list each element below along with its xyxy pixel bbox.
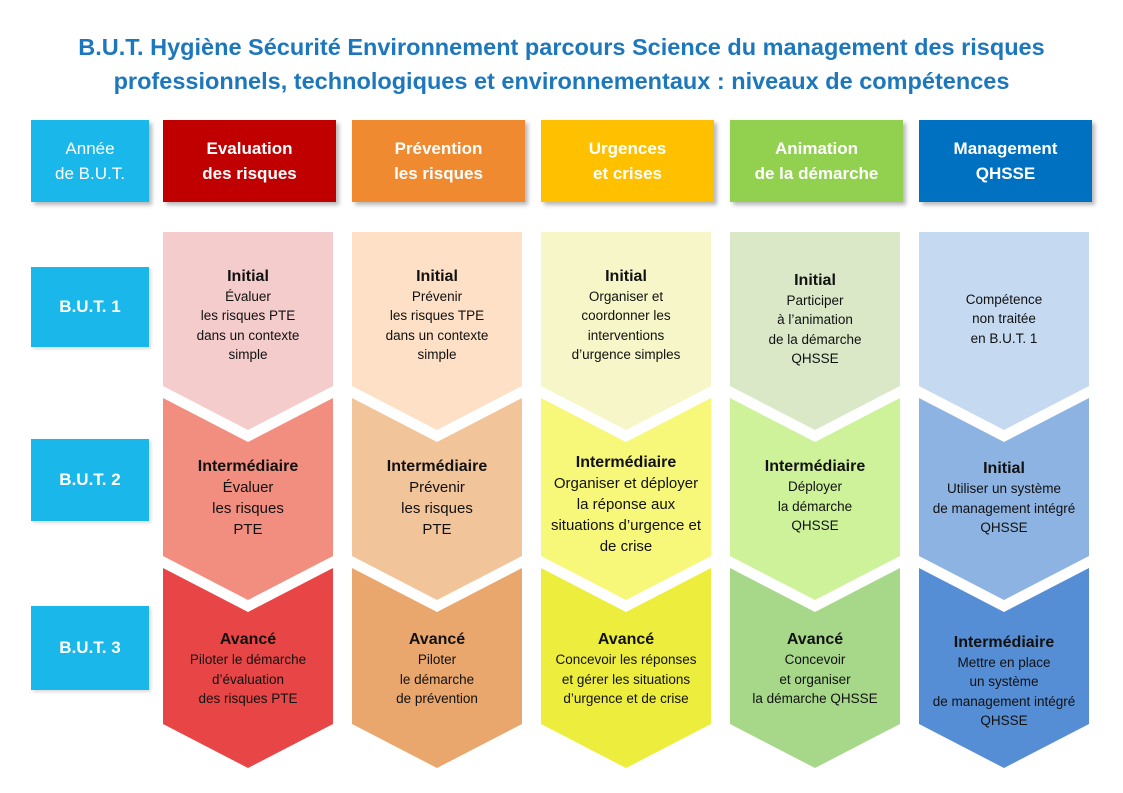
cell-level: Initial xyxy=(416,267,458,285)
row-label-text: B.U.T. 3 xyxy=(59,638,121,657)
chevron-evaluation-but3 xyxy=(163,568,333,768)
cell-level: Initial xyxy=(605,267,647,285)
chevron-animation-but3 xyxy=(730,568,900,768)
row-label-text: B.U.T. 2 xyxy=(59,470,121,489)
cell-description: Prévenir les risques TPE dans un context… xyxy=(385,288,489,363)
cell-description: Évaluer les risques PTE dans un contexte… xyxy=(196,288,300,363)
row-label-but3: B.U.T. 3 xyxy=(31,606,149,690)
diagram-title: B.U.T. Hygiène Sécurité Environnement pa… xyxy=(0,30,1123,98)
chevron-prevention-but2 xyxy=(352,398,522,600)
cell-description: Organiser et coordonner les intervention… xyxy=(571,288,681,363)
year-header-label: Année de B.U.T. xyxy=(55,139,125,183)
cell-evaluation-but3: Avancé Piloter le démarche d’évaluation … xyxy=(165,584,331,754)
column-header-label: Prévention les risques xyxy=(394,139,483,183)
cell-animation-but3: Avancé Concevoir et organiser la démarch… xyxy=(732,584,898,754)
cell-management-but2: Initial Utiliser un système de managemen… xyxy=(921,414,1087,582)
cell-level: Intermédiaire xyxy=(386,458,488,475)
cell-level: Avancé xyxy=(219,631,277,649)
column-header-urgences: Urgences et crises xyxy=(541,120,714,202)
cell-urgences-but3: Avancé Concevoir les réponses et gérer l… xyxy=(543,584,709,754)
cell-urgences-but2: Intermédiaire Organiser et déployer la r… xyxy=(543,420,709,588)
chevron-animation-but1 xyxy=(730,232,900,430)
cell-urgences-but1: Initial Organiser et coordonner les inte… xyxy=(543,232,709,398)
chevron-urgences-but2 xyxy=(541,398,711,600)
column-header-animation: Animation de la démarche xyxy=(730,120,903,202)
cell-description: Évaluer les risques PTE xyxy=(212,479,284,538)
column-header-label: Management QHSSE xyxy=(953,139,1058,183)
cell-level: Avancé xyxy=(786,631,844,649)
cell-level: Initial xyxy=(794,271,836,289)
column-header-label: Evaluation des risques xyxy=(202,139,297,183)
column-header-evaluation: Evaluation des risques xyxy=(163,120,336,202)
chevron-urgences-but1 xyxy=(541,232,711,430)
chevron-prevention-but3 xyxy=(352,568,522,768)
chevron-evaluation-but1 xyxy=(163,232,333,430)
cell-description: Piloter le démarche d’évaluation des ris… xyxy=(189,652,307,707)
column-header-management: Management QHSSE xyxy=(919,120,1092,202)
cell-level: Intermédiaire xyxy=(197,458,299,475)
cell-evaluation-but1: Initial Évaluer les risques PTE dans un … xyxy=(165,232,331,398)
cell-level: Intermédiaire xyxy=(953,633,1055,651)
title-line-1: B.U.T. Hygiène Sécurité Environnement pa… xyxy=(78,34,1045,60)
cell-prevention-but2: Intermédiaire Prévenir les risques PTE xyxy=(354,414,520,582)
cell-level: Intermédiaire xyxy=(764,458,866,476)
cell-description: Organiser et déployer la réponse aux sit… xyxy=(550,474,702,555)
cell-description: Concevoir et organiser la démarche QHSSE xyxy=(752,652,878,707)
column-header-prevention: Prévention les risques xyxy=(352,120,525,202)
cell-management-but1: Compétence non traitée en B.U.T. 1 xyxy=(921,236,1087,402)
cell-level: Initial xyxy=(227,267,269,285)
cell-description: Participer à l’animation de la démarche … xyxy=(768,292,862,367)
title-line-2: professionnels, technologiques et enviro… xyxy=(113,68,1010,94)
cell-description: Concevoir les réponses et gérer les situ… xyxy=(555,652,697,707)
chevron-management-but2 xyxy=(919,398,1089,600)
cell-evaluation-but2: Intermédiaire Évaluer les risques PTE xyxy=(165,414,331,582)
chevron-evaluation-but2 xyxy=(163,398,333,600)
cell-description: Prévenir les risques PTE xyxy=(401,479,473,538)
cell-level: Avancé xyxy=(408,631,466,649)
column-header-label: Animation de la démarche xyxy=(754,139,879,183)
cell-level: Intermédiaire xyxy=(575,453,677,471)
cell-animation-but2: Intermédiaire Déployer la démarche QHSSE xyxy=(732,412,898,580)
cell-description: Utiliser un système de management intégr… xyxy=(932,481,1076,536)
year-header: Année de B.U.T. xyxy=(31,120,149,202)
cell-management-but3: Intermédiaire Mettre en place un système… xyxy=(921,596,1087,766)
cell-level: Initial xyxy=(983,460,1025,478)
cell-level: Avancé xyxy=(597,631,655,649)
chevron-management-but1 xyxy=(919,232,1089,430)
row-label-text: B.U.T. 1 xyxy=(59,297,121,316)
cell-description: Compétence non traitée en B.U.T. 1 xyxy=(965,291,1043,346)
cell-prevention-but1: Initial Prévenir les risques TPE dans un… xyxy=(354,232,520,398)
chevron-urgences-but3 xyxy=(541,568,711,768)
chevron-animation-but2 xyxy=(730,398,900,600)
row-label-but2: B.U.T. 2 xyxy=(31,439,149,521)
cell-description: Mettre en place un système de management… xyxy=(932,654,1076,729)
cell-description: Piloter le démarche de prévention xyxy=(396,652,478,707)
cell-description: Déployer la démarche QHSSE xyxy=(777,479,853,534)
cell-prevention-but3: Avancé Piloter le démarche de prévention xyxy=(354,584,520,754)
chevron-management-but3 xyxy=(919,568,1089,768)
chevron-prevention-but1 xyxy=(352,232,522,430)
cell-animation-but1: Initial Participer à l’animation de la d… xyxy=(732,236,898,402)
column-header-label: Urgences et crises xyxy=(588,139,667,183)
row-label-but1: B.U.T. 1 xyxy=(31,267,149,347)
